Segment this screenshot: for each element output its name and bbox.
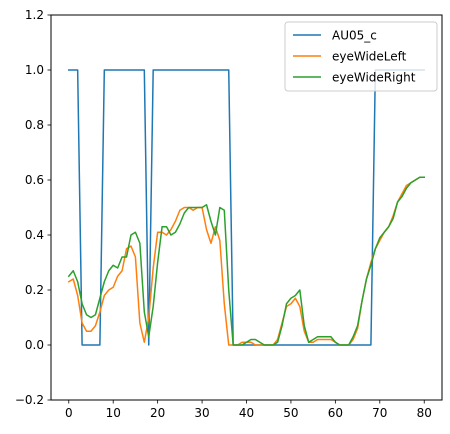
y-tick-label: −0.2 <box>15 393 44 407</box>
x-tick-label: 20 <box>150 406 165 420</box>
x-tick-label: 30 <box>194 406 209 420</box>
x-tick-label: 70 <box>372 406 387 420</box>
y-axis: −0.2 0.0 0.2 0.4 0.6 0.8 1.0 1.2 <box>15 8 51 407</box>
legend-label-au05-c: AU05_c <box>332 29 377 43</box>
x-tick-label: 60 <box>328 406 343 420</box>
y-tick-label: 0.2 <box>25 283 44 297</box>
series-layer <box>67 69 425 346</box>
legend-label-eyewideright: eyeWideRight <box>332 71 416 85</box>
x-tick-label: 0 <box>65 406 73 420</box>
x-tick-label: 10 <box>106 406 121 420</box>
y-tick-label: 0.6 <box>25 173 44 187</box>
series-line-eyewideright <box>67 176 425 346</box>
x-tick-label: 50 <box>283 406 298 420</box>
legend: AU05_c eyeWideLeft eyeWideRight <box>284 21 438 92</box>
y-tick-label: 1.2 <box>25 8 44 22</box>
x-tick-label: 80 <box>417 406 432 420</box>
x-tick-label: 40 <box>239 406 254 420</box>
series-line-au05-c <box>68 69 425 346</box>
legend-box <box>284 21 438 92</box>
y-tick-label: 0.4 <box>25 228 44 242</box>
y-tick-label: 0.8 <box>25 118 44 132</box>
legend-label-eyewideleft: eyeWideLeft <box>332 50 407 64</box>
y-tick-label: 1.0 <box>25 63 44 77</box>
y-tick-label: 0.0 <box>25 338 44 352</box>
x-axis: 0 10 20 30 40 50 60 70 80 <box>65 400 432 420</box>
